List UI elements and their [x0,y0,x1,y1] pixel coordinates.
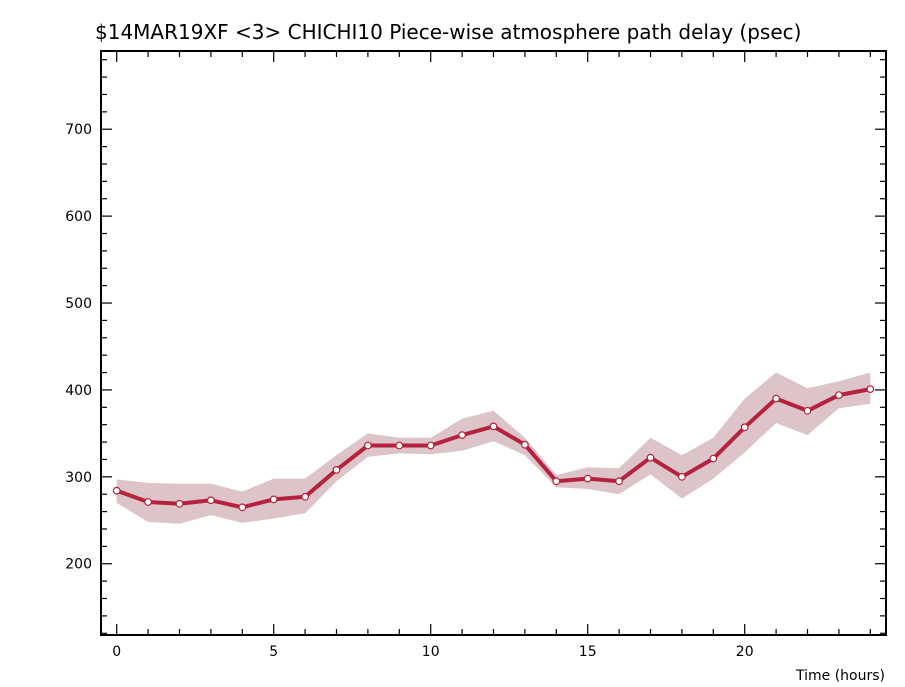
x-axis-label: Time (hours) [795,668,885,684]
data-point [175,499,184,508]
data-point [583,474,592,483]
data-point [112,486,121,495]
data-point [866,385,875,394]
data-point [835,391,843,400]
y-tick-label: 700 [65,122,92,138]
axis-ticks [101,51,886,635]
plot-frame [100,50,887,636]
y-tick-label: 300 [65,470,92,486]
data-point-layer [112,385,875,512]
data-point [709,454,718,463]
x-tick-label: 15 [579,644,597,660]
data-point [803,406,812,415]
data-point [144,498,153,506]
data-point [364,441,372,450]
uncertainty-band-layer [116,372,871,524]
x-tick-label: 0 [112,644,121,660]
data-point [552,477,561,486]
data-point [395,441,404,450]
data-point [458,431,467,440]
x-tick-labels: 0 5 10 15 20 [112,644,753,660]
x-tick-label: 20 [736,644,754,660]
data-point [301,492,310,501]
data-point [489,422,498,431]
data-point [332,466,341,474]
data-point [206,496,215,505]
y-tick-label: 400 [65,383,92,399]
x-tick-label: 10 [422,644,440,660]
data-point [615,477,623,486]
uncertainty-band [116,372,871,524]
chart-title: $14MAR19XF <3> CHICHI10 Piece-wise atmos… [95,20,801,44]
y-tick-label: 200 [65,557,92,573]
data-point [238,503,247,512]
y-tick-label: 600 [65,209,92,225]
y-tick-labels: 200 300 400 500 600 700 [65,122,92,573]
data-point [772,394,780,403]
data-point [269,495,278,504]
data-point [678,472,686,481]
data-point [426,441,435,450]
y-tick-label: 500 [65,296,92,312]
data-point [646,453,655,462]
data-point [521,440,529,449]
data-point [740,423,749,432]
x-tick-label: 5 [269,644,278,660]
